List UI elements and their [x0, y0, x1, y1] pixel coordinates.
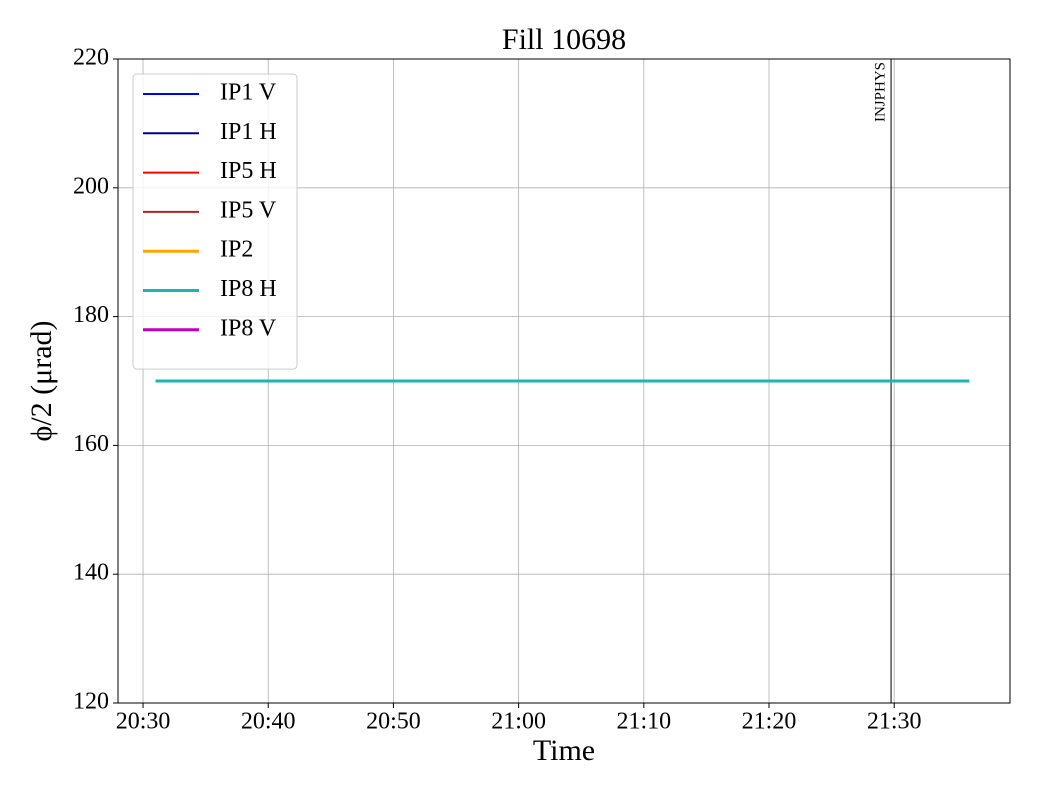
x-tick-label: 21:10 — [616, 709, 671, 735]
plot-frame — [117, 58, 1011, 704]
x-axis-label: Time — [533, 734, 595, 767]
y-tick-label: 180 — [73, 302, 109, 328]
legend-label: IP2 — [220, 237, 253, 263]
x-tick-label: 20:50 — [366, 709, 421, 735]
legend-label: IP5 V — [220, 197, 277, 223]
x-tick-label: 20:30 — [116, 709, 171, 735]
legend-label: IP1 V — [220, 80, 277, 106]
y-tick-label: 160 — [73, 431, 109, 457]
legend-box — [132, 73, 298, 370]
x-tick-label: 21:30 — [867, 709, 922, 735]
legend-label: IP1 H — [220, 119, 277, 145]
x-tick-label: 21:20 — [742, 709, 797, 735]
legend-label: IP8 H — [220, 276, 277, 302]
y-tick-label: 140 — [73, 560, 109, 586]
y-axis-label: ϕ/2 (μrad) — [25, 321, 58, 442]
legend-label: IP8 V — [220, 315, 277, 341]
y-tick-label: 120 — [73, 689, 109, 715]
x-tick-label: 21:00 — [491, 709, 546, 735]
y-tick-label: 220 — [73, 45, 109, 71]
x-tick-label: 20:40 — [241, 709, 296, 735]
event-label: INJPHYS — [873, 62, 889, 122]
legend-label: IP5 H — [220, 158, 277, 184]
chart-title: Fill 10698 — [502, 23, 626, 56]
y-tick-label: 200 — [73, 173, 109, 199]
